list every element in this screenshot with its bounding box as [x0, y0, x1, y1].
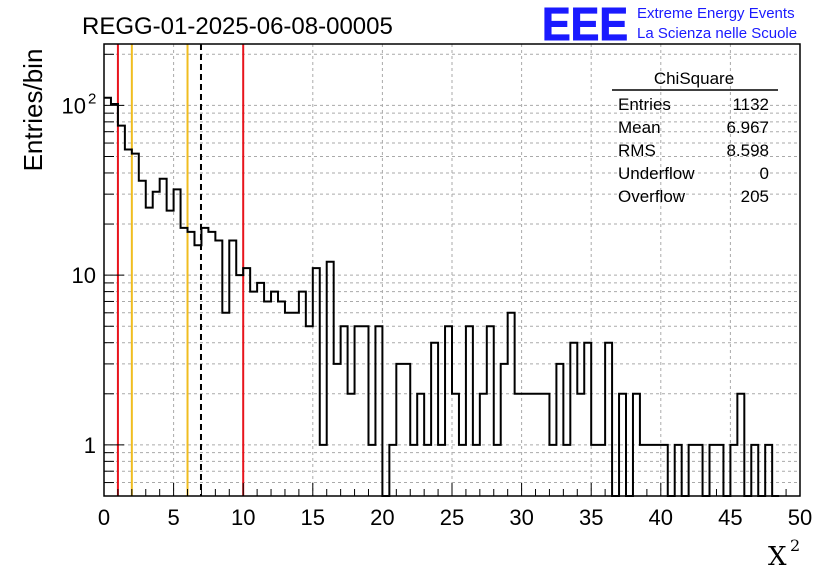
- stats-row-label: Entries: [618, 95, 671, 114]
- stats-row-label: Overflow: [618, 187, 686, 206]
- y-ticks: [104, 53, 124, 497]
- y-tick-label: 10: [62, 93, 86, 118]
- x-tick-label: 5: [167, 505, 179, 530]
- x-tick-label: 40: [649, 505, 673, 530]
- y-axis-label: Entries/bin: [18, 49, 48, 172]
- x-tick-label: 0: [98, 505, 110, 530]
- x-tick-label: 50: [788, 505, 812, 530]
- y-tick-label: 1: [84, 433, 96, 458]
- grid: [104, 44, 800, 497]
- histogram-line: [104, 96, 780, 497]
- stats-row-value: 205: [741, 187, 769, 206]
- stats-row-label: Underflow: [618, 164, 695, 183]
- x-tick-label: 35: [579, 505, 603, 530]
- eee-logo: EEE Extreme Energy Events La Scienza nel…: [542, 0, 798, 51]
- stats-row-value: 0: [760, 164, 769, 183]
- stats-box: ChiSquare Entries 1132 Mean 6.967 RMS 8.598 Un…: [612, 69, 778, 206]
- x-tick-label: 45: [718, 505, 742, 530]
- x-tick-label: 20: [370, 505, 394, 530]
- stats-title: ChiSquare: [654, 69, 734, 88]
- stats-row-label: Mean: [618, 118, 661, 137]
- y-tick-label-exponent: 2: [88, 90, 96, 107]
- x-ticks: [103, 483, 801, 496]
- x-tick-label: 15: [301, 505, 325, 530]
- stats-row-value: 1132: [732, 95, 769, 114]
- stats-row-label: RMS: [618, 141, 656, 160]
- x-tick-label: 30: [509, 505, 533, 530]
- stats-row-value: 6.967: [726, 118, 769, 137]
- y-tick-label: 10: [72, 263, 96, 288]
- x-axis-label-base: X: [768, 542, 787, 572]
- stats-rows: Entries 1132 Mean 6.967 RMS 8.598 Underflow 0 Ov…: [618, 95, 769, 206]
- x-tick-labels: 0 5 10 15 20 25 30 35 40 45 50: [98, 505, 812, 530]
- logo-line-2: La Scienza nelle Scuole: [637, 25, 797, 42]
- reference-lines: [116, 44, 245, 496]
- chart-title: REGG-01-2025-06-08-00005: [82, 13, 393, 40]
- x-axis-label-exponent: 2: [790, 536, 800, 555]
- logo-line-1: Extreme Energy Events: [637, 5, 795, 22]
- x-tick-label: 10: [231, 505, 255, 530]
- x-tick-label: 25: [440, 505, 464, 530]
- stats-row-value: 8.598: [726, 141, 769, 160]
- x-axis-label: X 2: [768, 536, 800, 572]
- eee-logo-mark: EEE: [542, 0, 628, 50]
